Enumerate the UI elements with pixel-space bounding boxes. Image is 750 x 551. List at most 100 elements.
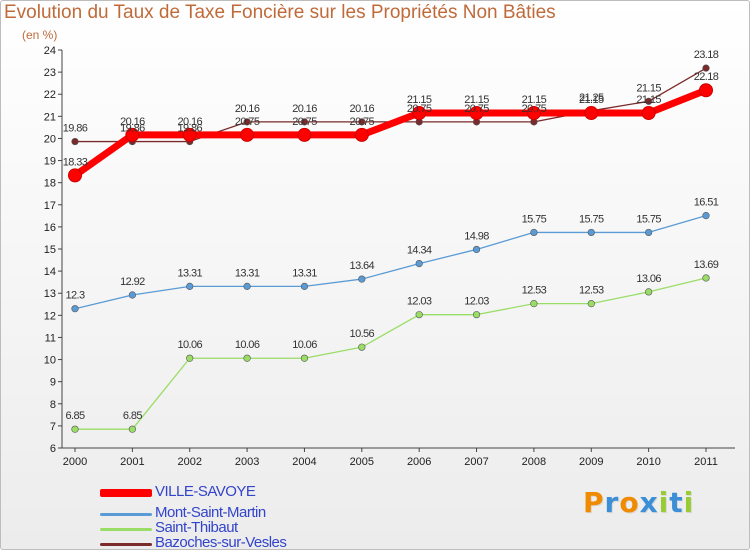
data-label: 12.92: [120, 276, 145, 288]
data-point: [358, 118, 366, 126]
data-label: 21.15: [522, 94, 547, 106]
data-point: [702, 212, 710, 220]
data-point: [354, 127, 369, 142]
data-label: 15.75: [579, 213, 604, 225]
x-tick-label: 2000: [63, 456, 87, 468]
y-tick-label: 11: [45, 332, 56, 344]
data-label: 21.15: [636, 94, 661, 106]
y-tick-label: 15: [44, 244, 56, 256]
data-point: [71, 425, 79, 433]
legend-swatch: [100, 527, 152, 531]
data-label: 20.75: [407, 103, 432, 115]
y-tick-label: 22: [44, 89, 56, 101]
logo-letter: P: [583, 486, 605, 519]
y-tick-label: 8: [50, 399, 56, 411]
data-label: 19.86: [177, 123, 202, 135]
chart-title: Evolution du Taux de Taxe Foncière sur l…: [4, 2, 556, 23]
series-points: [68, 64, 713, 433]
data-point: [530, 300, 538, 308]
x-tick-label: 2002: [177, 456, 201, 468]
y-tick-label: 24: [44, 45, 56, 57]
data-point: [300, 282, 309, 290]
data-label: 16.51: [694, 197, 719, 209]
y-tick-label: 16: [44, 222, 56, 234]
y-tick-label: 13: [44, 288, 56, 300]
x-tick-label: 2011: [694, 456, 718, 468]
legend-label: Saint-Thibaut: [155, 519, 238, 536]
data-label: 20.75: [350, 116, 375, 128]
legend-label: Mont-Saint-Martin: [155, 504, 266, 521]
data-point: [702, 64, 710, 72]
legend-swatch: [100, 512, 152, 516]
x-tick-label: 2009: [579, 456, 603, 468]
data-point: [472, 311, 481, 319]
data-label: 12.53: [579, 285, 604, 297]
data-point: [71, 137, 79, 146]
data-point: [699, 83, 713, 98]
series-line-saint-thibaut: [75, 277, 707, 430]
data-point: [186, 282, 194, 290]
y-tick-label: 19: [44, 156, 56, 168]
legend-label: VILLE-SAVOYE: [155, 483, 256, 500]
data-label: 23.18: [694, 49, 719, 61]
data-label: 21.15: [464, 94, 489, 106]
x-tick-label: 2001: [120, 456, 144, 468]
y-tick-label: 23: [44, 67, 56, 79]
y-tick-label: 14: [44, 266, 56, 278]
data-point: [358, 275, 366, 283]
y-axis-unit-label: (en %): [22, 28, 58, 42]
y-tick-label: 10: [44, 355, 56, 367]
data-label: 18.33: [63, 156, 88, 168]
y-tick-label: 17: [44, 200, 56, 212]
data-point: [243, 354, 251, 362]
y-tick-label: 12: [44, 310, 56, 322]
legend-label: Bazoches-sur-Vesles: [155, 534, 287, 551]
x-tick-label: 2008: [522, 456, 546, 468]
logo-letter: i: [658, 486, 670, 519]
data-label: 10.06: [292, 339, 317, 351]
data-point: [243, 118, 251, 126]
data-label: 15.75: [522, 213, 547, 225]
data-point: [587, 300, 595, 308]
data-label: 14.34: [407, 245, 432, 257]
chart-axes: 6 7 8 9 10 11 12 13 14 15 16 17 18 19 20 21 22 23 24 2000 20…: [44, 45, 735, 468]
data-label: 19.86: [120, 123, 145, 135]
data-point: [645, 288, 653, 296]
proxiti-logo: Proxiti: [583, 486, 694, 519]
data-point: [472, 245, 481, 254]
data-point: [358, 343, 366, 351]
data-label: 21.15: [636, 82, 661, 94]
y-tick-label: 20: [44, 133, 56, 145]
data-label: 20.75: [235, 116, 260, 128]
data-point: [186, 354, 194, 362]
data-point: [300, 118, 309, 126]
data-point: [469, 106, 484, 121]
data-label: 13.31: [235, 267, 260, 279]
logo-letter: i: [683, 486, 695, 519]
y-tick-label: 6: [50, 443, 56, 455]
legend-swatch: [100, 489, 152, 497]
data-label: 21.25: [579, 92, 604, 104]
data-point: [243, 282, 251, 290]
data-label: 21.15: [579, 94, 604, 106]
data-label: 14.98: [464, 230, 489, 242]
y-tick-label: 18: [44, 178, 56, 190]
data-label: 10.06: [235, 339, 260, 351]
data-point: [702, 274, 710, 282]
y-tick-label: 21: [44, 111, 56, 123]
data-point: [415, 259, 423, 268]
data-point: [240, 127, 255, 142]
x-tick-label: 2007: [464, 456, 488, 468]
data-point: [530, 228, 538, 237]
data-point: [641, 106, 656, 121]
data-label: 20.16: [292, 103, 317, 115]
data-label: 13.31: [292, 267, 317, 279]
logo-letter: r: [604, 486, 620, 519]
data-label: 20.75: [292, 116, 317, 128]
data-point: [125, 127, 140, 142]
series-line-bazoches-sur-vesles: [75, 67, 707, 143]
data-point: [71, 305, 79, 313]
data-label: 20.75: [464, 103, 489, 115]
data-point: [128, 291, 136, 299]
